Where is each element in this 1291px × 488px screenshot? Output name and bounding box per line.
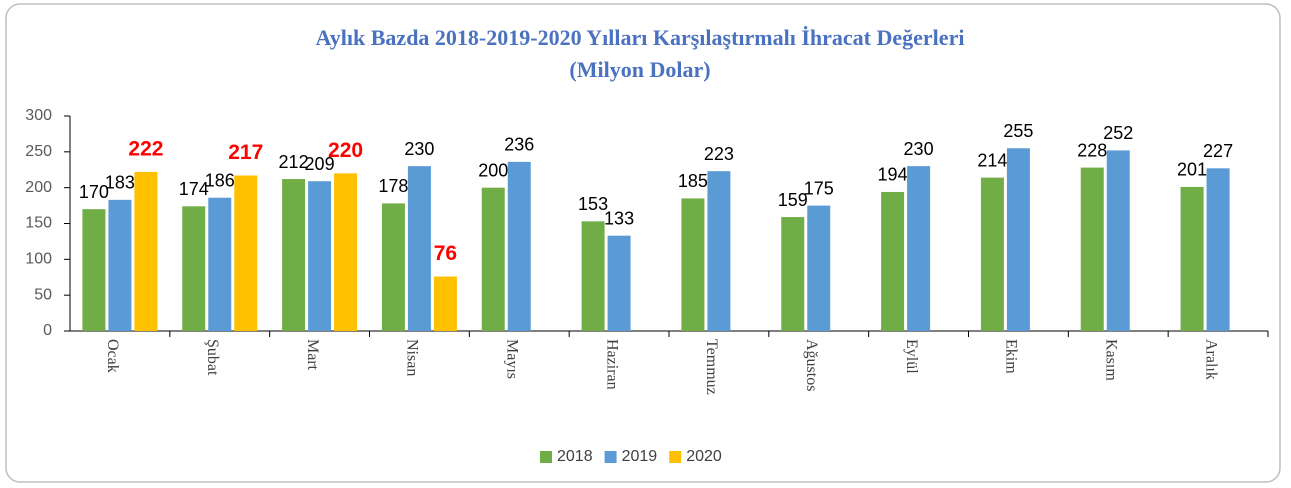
bar xyxy=(308,181,332,331)
bar xyxy=(481,187,505,331)
bar xyxy=(82,209,106,331)
data-label: 209 xyxy=(305,154,335,174)
data-label: 228 xyxy=(1077,140,1107,160)
bar xyxy=(980,177,1004,331)
data-label: 220 xyxy=(328,139,363,162)
x-tick-label: Kasım xyxy=(1103,339,1120,381)
y-tick-label: 250 xyxy=(25,143,52,160)
data-label: 230 xyxy=(404,139,434,159)
chart-subtitle: (Milyon Dolar) xyxy=(569,57,710,82)
bar xyxy=(1106,150,1130,331)
data-label: 153 xyxy=(578,194,608,214)
bar xyxy=(1180,186,1204,331)
y-tick-label: 300 xyxy=(25,107,52,124)
data-label: 212 xyxy=(279,152,309,172)
x-tick-label: Eylül xyxy=(903,339,920,374)
y-tick-label: 100 xyxy=(25,251,52,268)
x-tick-label: Ekim xyxy=(1003,339,1020,374)
x-tick-label: Mart xyxy=(304,339,321,371)
data-label: 76 xyxy=(434,242,457,265)
bar xyxy=(182,206,206,331)
bar xyxy=(907,166,931,331)
bar xyxy=(234,175,258,331)
data-label: 222 xyxy=(128,137,163,160)
data-label: 194 xyxy=(878,165,908,185)
bar xyxy=(282,179,306,331)
data-label: 223 xyxy=(704,144,734,164)
data-label: 236 xyxy=(504,135,534,155)
legend-label: 2019 xyxy=(622,448,658,465)
data-label: 214 xyxy=(977,150,1007,170)
data-label: 178 xyxy=(378,176,408,196)
legend-swatch xyxy=(669,451,682,463)
chart-title: Aylık Bazda 2018-2019-2020 Yılları Karşı… xyxy=(316,25,965,50)
legend-label: 2020 xyxy=(686,448,722,465)
bar xyxy=(433,276,457,331)
data-label: 227 xyxy=(1203,141,1233,161)
bar xyxy=(707,171,731,331)
y-tick-label: 0 xyxy=(43,322,52,339)
bar xyxy=(607,235,631,331)
x-tick-label: Ağustos xyxy=(803,339,820,391)
y-tick-label: 50 xyxy=(34,286,52,303)
legend-swatch xyxy=(540,451,552,463)
x-tick-label: Mayıs xyxy=(504,339,521,379)
y-tick-label: 150 xyxy=(25,215,52,232)
bar xyxy=(1006,148,1030,331)
y-tick-label: 200 xyxy=(25,179,52,196)
bar xyxy=(807,205,831,331)
data-label: 175 xyxy=(804,178,834,198)
x-tick-label: Ocak xyxy=(104,339,121,373)
data-label: 133 xyxy=(604,208,634,228)
data-label: 186 xyxy=(205,170,235,190)
data-label: 174 xyxy=(179,179,209,199)
bar xyxy=(681,198,705,331)
x-tick-label: Şubat xyxy=(204,339,221,376)
data-label: 170 xyxy=(79,182,109,202)
data-label: 185 xyxy=(678,171,708,191)
data-label: 230 xyxy=(904,139,934,159)
bar xyxy=(1080,167,1104,331)
legend-label: 2018 xyxy=(557,448,593,465)
bar xyxy=(581,221,605,331)
data-label: 252 xyxy=(1103,123,1133,143)
bar xyxy=(381,203,405,331)
x-tick-label: Haziran xyxy=(603,339,620,390)
bar xyxy=(134,171,158,331)
x-tick-label: Nisan xyxy=(404,339,421,376)
bar xyxy=(108,199,132,331)
bar xyxy=(781,217,805,331)
data-label: 159 xyxy=(778,190,808,210)
data-label: 183 xyxy=(105,173,135,193)
x-tick-label: Temmuz xyxy=(703,339,720,395)
bar xyxy=(208,197,232,331)
bar xyxy=(407,166,431,331)
bar xyxy=(1206,168,1230,331)
chart-frame xyxy=(5,3,1281,483)
x-tick-label: Aralık xyxy=(1202,339,1219,380)
data-label: 201 xyxy=(1177,160,1207,180)
data-label: 217 xyxy=(228,141,263,164)
bar xyxy=(334,173,358,331)
bar xyxy=(881,191,905,331)
bar xyxy=(507,161,531,331)
legend-swatch xyxy=(604,451,617,463)
data-label: 200 xyxy=(478,160,508,180)
data-label: 255 xyxy=(1003,121,1033,141)
